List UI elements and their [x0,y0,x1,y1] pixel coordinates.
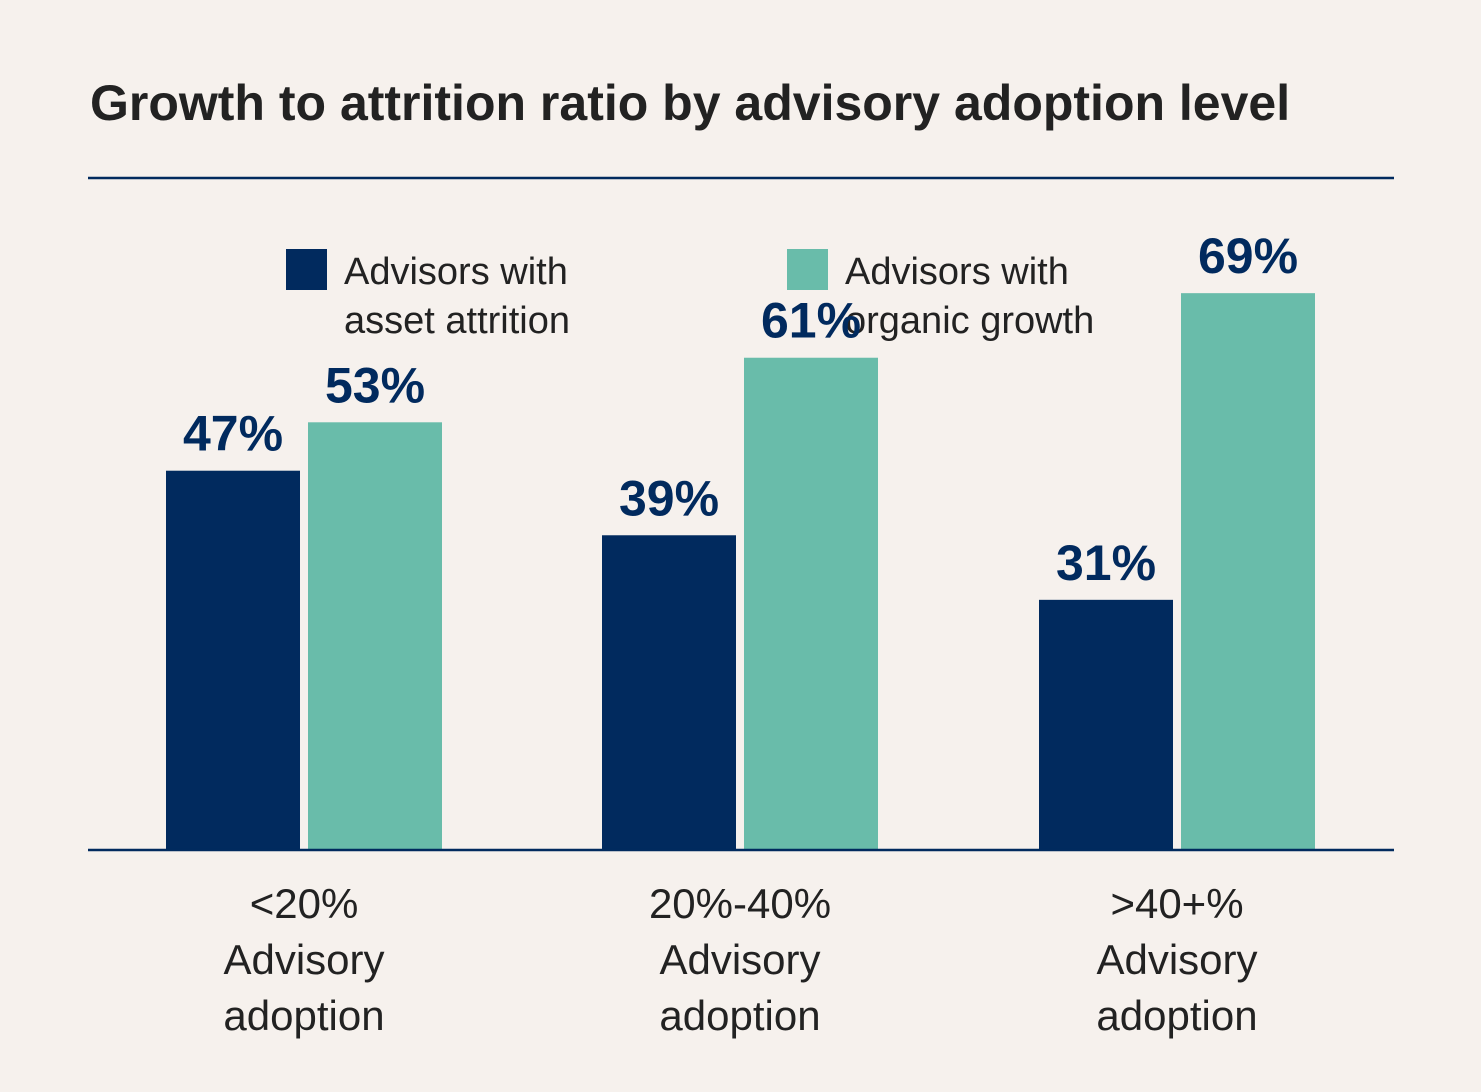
legend-label-1-line-1: Advisors with [344,251,568,293]
category-label-3-line-2: Advisory [1096,936,1257,983]
legend-label-2-line-2: organic growth [845,300,1094,342]
bar-series1-cat3 [1039,599,1173,850]
value-label-series2-cat1: 53% [325,357,425,413]
value-label-series2-cat2: 61% [761,293,861,349]
category-label-1-line-2: Advisory [223,936,384,983]
legend: Advisors with asset attrition Advisors wit… [286,249,1094,342]
value-label-series1-cat1: 47% [183,406,283,462]
legend-label-1-line-2: asset attrition [344,300,570,342]
chart-title: Growth to attrition ratio by advisory ad… [90,75,1290,131]
category-labels: <20% Advisory adoption 20%-40% Advisory adopt… [223,880,1257,1039]
value-label-series2-cat3: 69% [1198,228,1298,284]
bar-series1-cat1 [166,470,300,850]
category-label-3-line-1: >40+% [1110,880,1243,927]
bar-series2-cat1 [308,422,442,850]
value-labels: 47% 39% 31% 53% 61% 69% [183,228,1298,591]
category-label-1-line-1: <20% [250,880,359,927]
category-label-2-line-3: adoption [659,992,820,1039]
bar-series1-cat2 [602,535,736,850]
bar-series2-cat3 [1181,293,1315,850]
legend-label-2-line-1: Advisors with [845,251,1069,293]
category-label-2-line-2: Advisory [659,936,820,983]
category-label-2-line-1: 20%-40% [649,880,831,927]
value-label-series1-cat2: 39% [619,470,719,526]
legend-swatch-1 [286,249,327,290]
value-label-series1-cat3: 31% [1056,535,1156,591]
legend-swatch-2 [787,249,828,290]
category-label-1-line-3: adoption [223,992,384,1039]
category-label-3-line-3: adoption [1096,992,1257,1039]
bars [166,293,1315,850]
bar-series2-cat2 [744,357,878,850]
